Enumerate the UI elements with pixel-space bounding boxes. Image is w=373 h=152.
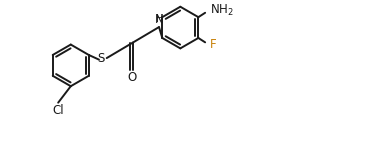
Text: S: S [98,52,105,65]
Text: NH$_2$: NH$_2$ [210,3,234,18]
Text: N: N [155,13,164,26]
Text: H: H [156,14,163,24]
Text: O: O [127,71,137,84]
Text: F: F [210,38,217,51]
Text: Cl: Cl [52,104,64,117]
